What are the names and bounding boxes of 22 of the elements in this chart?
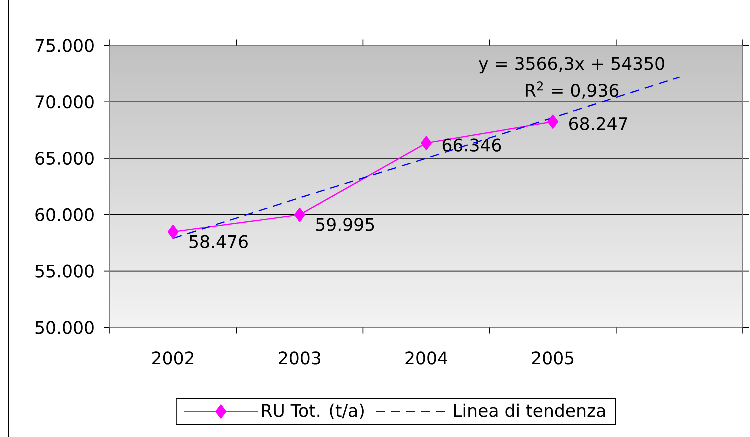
y-tick-label: 65.000: [36, 152, 94, 166]
y-tick-label: 70.000: [36, 96, 94, 109]
y-tick-label: 50.000: [36, 321, 94, 334]
data-label: 58.476: [190, 235, 248, 248]
x-tick-label: 2004: [406, 352, 448, 365]
data-label: 59.995: [316, 218, 374, 232]
point: [294, 208, 306, 222]
y-tick-label: 55.000: [36, 264, 94, 278]
data-label: 66.346: [442, 138, 502, 152]
y-tick-label: 60.000: [36, 208, 94, 222]
data-label: 68.247: [570, 117, 628, 130]
y-tick-label: 75.000: [36, 39, 94, 52]
legend-label: Linea di tendenza: [454, 404, 606, 418]
point: [548, 114, 559, 129]
x-tick-label: 2002: [152, 352, 194, 365]
point: [168, 224, 179, 240]
annotation: R$^{2}$ = 0,936: [526, 82, 619, 99]
point: [421, 136, 432, 150]
x-tick-label: 2003: [279, 352, 321, 365]
annotation: y = 3566,3x + 54350: [479, 57, 664, 74]
x-tick-label: 2005: [532, 352, 574, 365]
legend-label: RU Tot. (t/a): [262, 404, 364, 420]
